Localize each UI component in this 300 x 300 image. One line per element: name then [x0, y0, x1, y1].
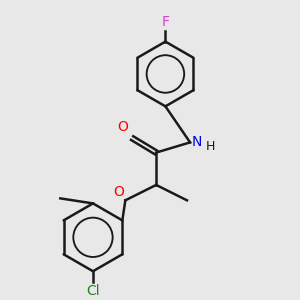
Text: N: N — [192, 135, 202, 149]
Text: F: F — [161, 15, 169, 29]
Text: H: H — [206, 140, 215, 153]
Text: Cl: Cl — [86, 284, 100, 298]
Text: O: O — [113, 185, 124, 199]
Text: O: O — [118, 120, 128, 134]
